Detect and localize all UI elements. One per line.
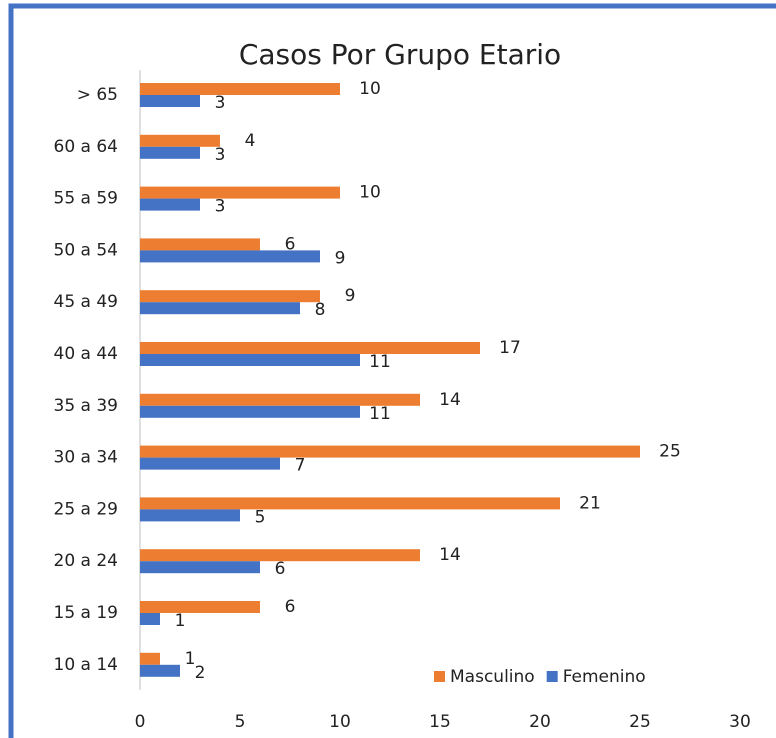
chart-title: Casos Por Grupo Etario [239,38,561,71]
data-label: 8 [315,300,326,320]
legend-swatch [434,671,445,682]
bar [140,238,260,251]
bar [140,497,560,510]
frame [8,3,776,738]
x-tick-label: 15 [429,712,451,732]
data-label: 9 [345,286,356,306]
x-tick-label: 0 [135,712,146,732]
data-label: 6 [285,597,296,617]
data-label: 10 [359,183,381,203]
data-label: 3 [215,145,226,165]
data-label: 5 [255,507,266,527]
bar [140,405,360,418]
x-tick-label: 5 [235,712,246,732]
bar [140,342,480,354]
bar [140,95,200,107]
bar [140,457,280,470]
bar [140,250,320,263]
data-label: 1 [185,649,196,669]
data-label: 21 [579,493,601,513]
data-label: 17 [499,338,521,358]
x-tick-label: 30 [729,712,751,732]
data-label: 14 [439,390,461,410]
data-label: 14 [439,545,461,565]
y-tick-label: > 65 [77,85,118,105]
data-label: 7 [295,456,306,476]
y-tick-label: 40 a 44 [54,344,119,364]
data-label: 6 [275,559,286,579]
bar [140,613,160,625]
y-tick-label: 20 a 24 [54,551,119,571]
y-tick-label: 15 a 19 [54,603,119,623]
bar [140,290,320,303]
data-label: 3 [215,93,226,113]
x-tick-label: 20 [529,712,551,732]
y-tick-label: 35 a 39 [54,396,119,416]
data-label: 11 [369,352,391,372]
y-tick-label: 50 a 54 [54,240,119,260]
bar [140,186,340,199]
y-tick-label: 55 a 59 [54,189,119,209]
y-tick-label: 60 a 64 [54,137,119,157]
data-label: 9 [335,248,346,268]
bar [140,302,300,315]
bar [140,198,200,211]
bar [140,146,200,159]
data-label: 11 [369,404,391,424]
bar [140,549,420,562]
bar [140,652,160,665]
bar [140,134,220,147]
bar [140,664,180,677]
bar [140,509,240,522]
data-label: 4 [245,131,256,151]
legend-swatch [546,671,558,682]
x-tick-label: 25 [629,712,651,732]
legend-label: Femenino [563,667,646,687]
bar [140,601,260,613]
data-label: 10 [359,79,381,99]
legend-label: Masculino [450,667,535,687]
bar [140,83,340,95]
bar [140,445,640,458]
data-label: 25 [659,442,681,462]
bar [140,354,360,366]
bar [140,561,260,574]
y-tick-label: 30 a 34 [54,448,119,468]
y-tick-label: 45 a 49 [54,292,119,312]
data-label: 3 [215,197,226,217]
y-tick-label: 25 a 29 [54,499,119,519]
data-label: 1 [175,611,186,631]
x-tick-label: 10 [329,712,351,732]
y-tick-label: 10 a 14 [54,655,119,675]
bar [140,393,420,406]
data-label: 2 [195,663,206,683]
data-label: 6 [285,234,296,254]
